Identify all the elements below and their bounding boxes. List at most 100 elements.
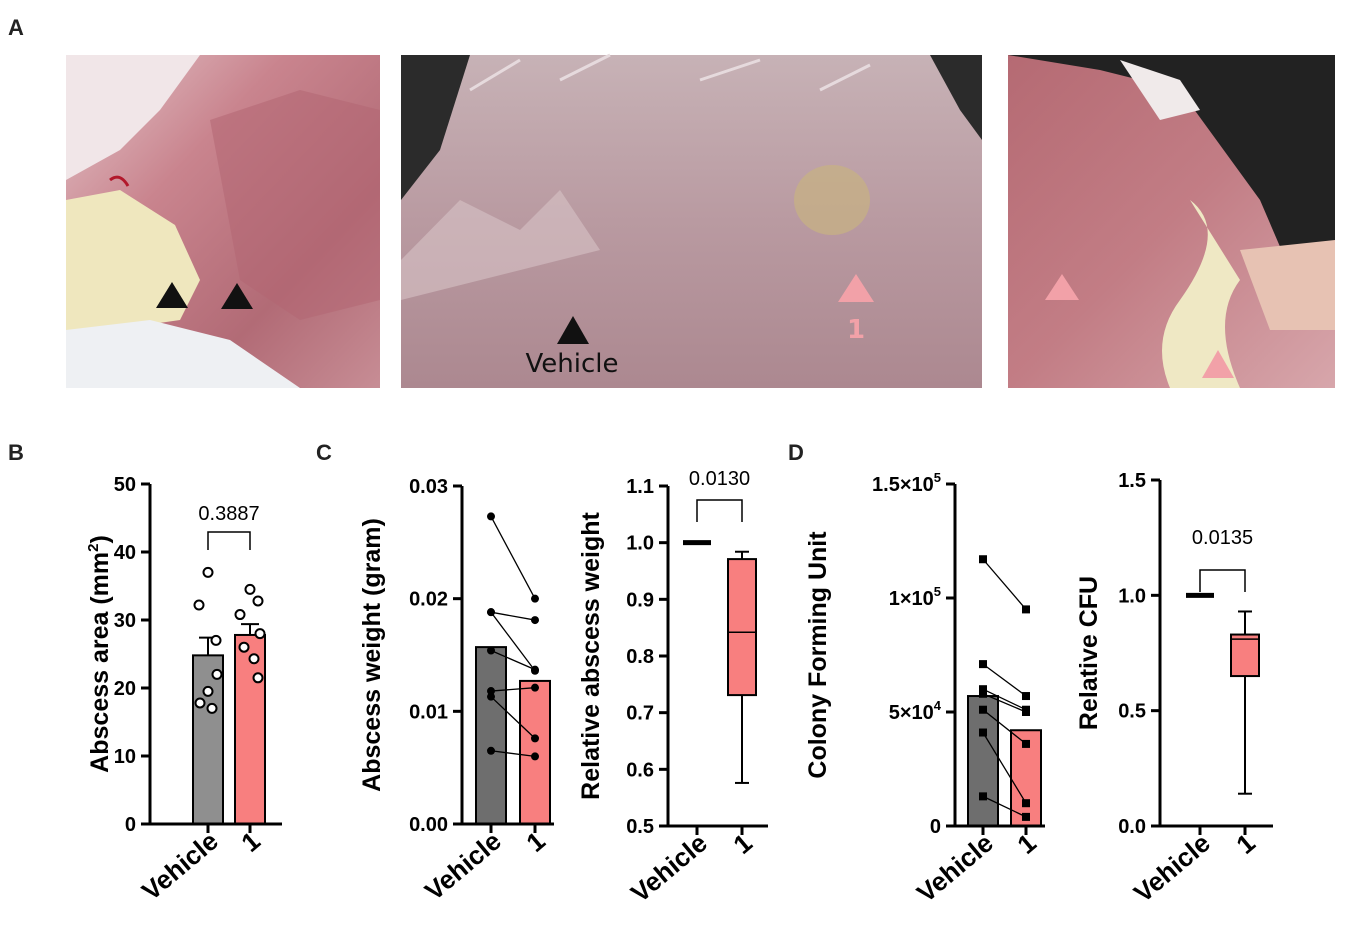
d-right-y-tick-label: 1.0 (1118, 585, 1146, 607)
data-point (252, 595, 264, 607)
b-p-value: 0.3887 (198, 503, 259, 525)
d-left-data-point (979, 685, 987, 694)
data-point (234, 609, 246, 621)
c-left-y-axis-title: Abscess weight (gram) (358, 518, 386, 792)
c-left-pair-line (490, 516, 536, 599)
b-significance-bracket (207, 531, 251, 550)
compound-marker (1202, 350, 1234, 378)
d-left-data-point (979, 555, 987, 564)
c-right-box (727, 558, 757, 697)
d-left-x-tick-label: Vehicle (911, 828, 999, 909)
d-left-pair-line (982, 558, 1027, 610)
d-left-data-point (1022, 799, 1030, 808)
d-left-pair-line (982, 693, 1027, 713)
c-left-y-tick-label: 0.01 (409, 701, 448, 723)
b-y-tick-label: 30 (114, 610, 136, 632)
b-y-tick-label: 40 (114, 542, 136, 564)
c-right-y-tick-label: 1.0 (626, 533, 654, 555)
d-left-data-point (1022, 812, 1030, 821)
data-point (193, 599, 205, 611)
c-left-pair-line (490, 687, 536, 692)
d-left-y-tick-label: 1.5×105 (872, 470, 941, 496)
d-left-y-tick-label: 5×104 (889, 698, 942, 724)
c-right-y-tick-label: 0.9 (626, 589, 654, 611)
bar-vehicle (192, 654, 224, 825)
data-point (252, 672, 264, 684)
c-left-x-tick-label: Vehicle (419, 826, 507, 907)
data-point (254, 628, 266, 640)
d-left-data-point (1022, 708, 1030, 716)
b-y-axis-title: Abscess area (mm2) (85, 535, 114, 773)
d-right-x-tick-label: Vehicle (1128, 828, 1216, 909)
b-x-tick-label: Vehicle (136, 826, 224, 907)
b-y-tick-label: 0 (125, 814, 136, 836)
d-left-y-axis-title: Colony Forming Unit (804, 531, 832, 779)
compound-photo-label: 1 (847, 315, 865, 345)
c-right-significance-bracket (696, 499, 743, 522)
photo-right (1008, 55, 1335, 388)
b-y-tick-label: 50 (114, 474, 136, 496)
c-left-data-point (487, 512, 495, 521)
c-right-y-axis-title: Relative abscess weight (577, 512, 605, 800)
d-left-data-point (979, 689, 987, 698)
data-point (244, 583, 256, 595)
c-left-data-point (531, 665, 539, 674)
b-y-tick-label: 20 (114, 678, 136, 700)
d-right-y-tick-label: 1.5 (1118, 470, 1146, 492)
c-left-data-point (531, 752, 539, 761)
d-left-data-point (979, 660, 987, 669)
compound-marker (1045, 274, 1079, 300)
c-left-data-point (487, 692, 495, 701)
b-y-tick-label: 10 (114, 746, 136, 768)
c-left-bar-vehicle (475, 646, 507, 826)
panel-letter-c: C (316, 440, 332, 465)
c-right-y-tick-label: 0.5 (626, 816, 654, 838)
c-left-data-point (531, 683, 539, 692)
panel-letter-b: B (8, 440, 24, 465)
bar-compound (234, 633, 266, 826)
d-left-data-point (1022, 605, 1030, 614)
c-left-data-point (531, 594, 539, 603)
d-right-p-value: 0.0135 (1192, 527, 1253, 549)
data-point (202, 685, 214, 697)
c-left-data-point (487, 608, 495, 617)
data-point (211, 668, 223, 680)
compound-marker (838, 274, 874, 302)
panel-letter-d: D (788, 440, 804, 465)
d-left-bar-vehicle (967, 695, 999, 827)
d-left-data-point (1022, 739, 1030, 748)
c-left-pair-line (490, 649, 536, 671)
c-left-data-point (487, 687, 495, 696)
d-right-y-tick-label: 0.5 (1118, 701, 1146, 723)
c-left-data-point (531, 734, 539, 743)
d-left-pair-line (982, 663, 1027, 697)
d-left-data-point (1022, 692, 1030, 701)
data-point (194, 697, 206, 709)
vehicle-photo-label: Vehicle (526, 349, 619, 379)
d-left-data-point (979, 705, 987, 714)
c-right-y-tick-label: 0.8 (626, 646, 654, 668)
c-left-pair-line (490, 750, 536, 758)
d-right-box (1230, 633, 1260, 678)
arrowhead-marker (156, 282, 188, 308)
d-left-pair-line (982, 709, 1027, 745)
d-left-pair-line (982, 732, 1027, 804)
data-point (238, 641, 250, 653)
d-left-data-point (979, 792, 987, 801)
data-point (210, 634, 222, 646)
d-left-y-tick-label: 1×105 (889, 584, 941, 610)
vehicle-marker (557, 316, 589, 344)
c-left-y-tick-label: 0.02 (409, 589, 448, 611)
d-left-y-tick-label: 0 (930, 816, 941, 838)
c-left-pair-line (490, 611, 536, 621)
d-right-y-axis-title: Relative CFU (1075, 576, 1103, 730)
c-left-data-point (531, 616, 539, 625)
c-right-y-tick-label: 1.1 (626, 476, 654, 498)
c-left-y-tick-label: 0.03 (409, 476, 448, 498)
c-left-pair-line (490, 696, 536, 739)
